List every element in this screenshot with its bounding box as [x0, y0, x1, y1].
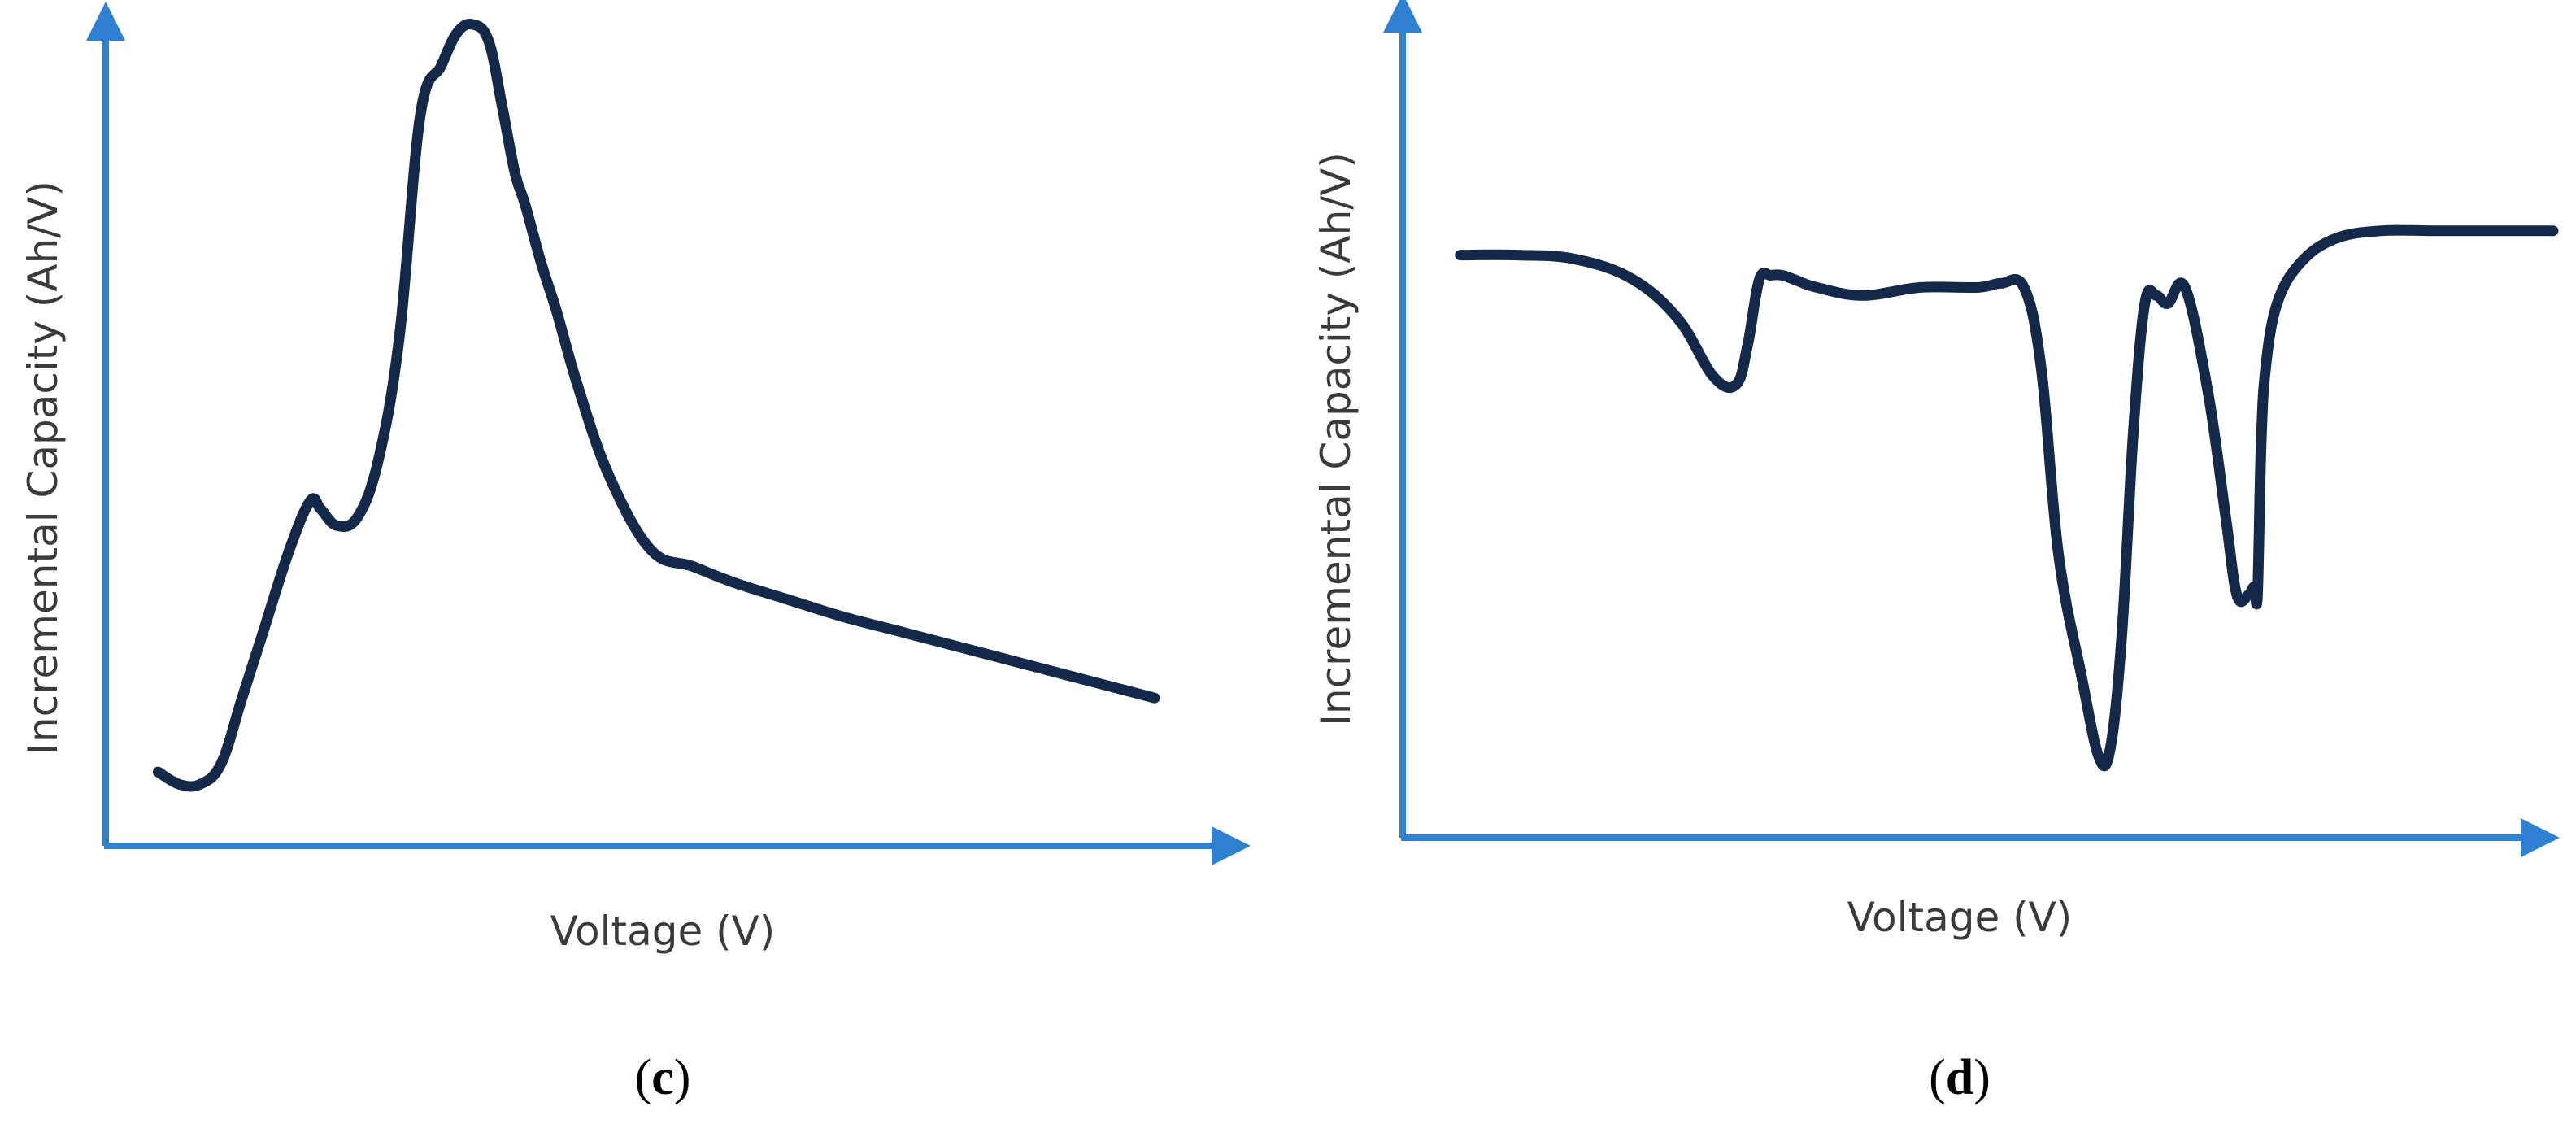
series-line-d	[1455, 224, 2559, 772]
y-axis-title-c: Incremental Capacity (Ah/V)	[20, 181, 67, 755]
y-axis-title-d: Incremental Capacity (Ah/V)	[1312, 152, 1360, 726]
x-axis-title-c: Voltage (V)	[550, 908, 776, 955]
panel-letter-d: d	[1946, 1050, 1973, 1105]
series-line-c	[153, 19, 1160, 792]
x-axis-title-d: Voltage (V)	[1847, 894, 2073, 941]
chart-panel-d: Incremental Capacity (Ah/V) Voltage (V) …	[1312, 0, 2560, 1105]
panel-label-d: (d)	[1929, 1050, 1991, 1105]
chart-panel-c: Incremental Capacity (Ah/V) Voltage (V) …	[20, 2, 1251, 1105]
panel-label-c: (c)	[635, 1050, 691, 1105]
panel-letter-c: c	[651, 1050, 674, 1105]
